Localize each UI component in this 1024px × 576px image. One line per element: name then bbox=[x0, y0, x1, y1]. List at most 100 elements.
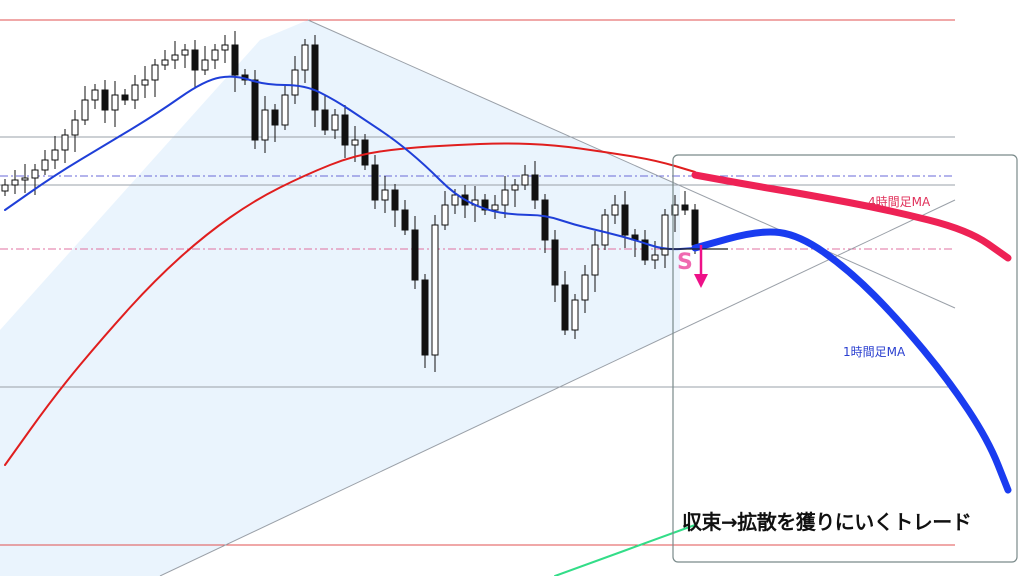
candle bbox=[521, 165, 529, 190]
candle-body bbox=[261, 109, 269, 141]
candle bbox=[331, 109, 339, 139]
candle-body bbox=[391, 189, 399, 211]
candle-body bbox=[551, 239, 559, 286]
caption: 収束→拡散を獲りにいくトレード bbox=[682, 510, 972, 534]
candle bbox=[531, 161, 539, 209]
candle-body bbox=[681, 204, 689, 211]
candle bbox=[91, 84, 99, 109]
candle-body bbox=[51, 149, 59, 161]
candle bbox=[641, 230, 649, 265]
candle bbox=[511, 179, 519, 207]
candle-body bbox=[441, 204, 449, 226]
candle-body bbox=[1, 184, 9, 192]
candle bbox=[51, 136, 59, 169]
candle-body bbox=[291, 69, 299, 96]
candle-body bbox=[321, 109, 329, 131]
candle-body bbox=[591, 244, 599, 276]
candle bbox=[591, 231, 599, 292]
candle bbox=[261, 96, 269, 153]
candle bbox=[1, 179, 9, 196]
candle bbox=[671, 195, 679, 232]
projection-4h-ma bbox=[691, 171, 1012, 262]
candle bbox=[11, 170, 19, 194]
candle-body bbox=[141, 79, 149, 86]
candle-body bbox=[671, 204, 679, 216]
candle bbox=[251, 70, 259, 149]
candle-body bbox=[511, 184, 519, 191]
ma-4h-line bbox=[4, 142, 696, 466]
candle bbox=[421, 274, 429, 368]
sell-signal: S bbox=[677, 250, 693, 275]
candle bbox=[341, 105, 349, 158]
candle bbox=[401, 200, 409, 235]
candle bbox=[141, 66, 149, 98]
candle-body bbox=[131, 84, 139, 101]
candle bbox=[21, 164, 29, 193]
candle bbox=[391, 184, 399, 227]
candle-body bbox=[611, 204, 619, 216]
label-4h-ma: 4時間足MA bbox=[868, 195, 931, 209]
candle-body bbox=[191, 49, 199, 71]
candle-body bbox=[41, 159, 49, 171]
candle-body bbox=[331, 114, 339, 131]
candle bbox=[191, 40, 199, 87]
candle-body bbox=[171, 54, 179, 61]
candle-body bbox=[61, 134, 69, 151]
candle bbox=[611, 195, 619, 224]
candle-body bbox=[91, 89, 99, 101]
candle bbox=[161, 50, 169, 70]
candle-body bbox=[651, 254, 659, 261]
candle bbox=[561, 271, 569, 335]
candle-body bbox=[621, 204, 629, 236]
candle-body bbox=[181, 49, 189, 56]
candle bbox=[101, 80, 109, 123]
candle bbox=[371, 155, 379, 209]
candle-body bbox=[161, 59, 169, 66]
triangle-upper-line bbox=[307, 19, 956, 309]
candle bbox=[571, 294, 579, 339]
candle bbox=[381, 176, 389, 213]
candle-body bbox=[71, 119, 79, 136]
ma-long-line bbox=[554, 524, 696, 576]
candle-body bbox=[371, 164, 379, 201]
candle bbox=[281, 85, 289, 130]
candle bbox=[201, 46, 209, 75]
candle-body bbox=[231, 44, 239, 76]
label-1h-ma: 1時間足MA bbox=[843, 345, 906, 359]
candle bbox=[411, 216, 419, 289]
candle-body bbox=[401, 209, 409, 231]
projection-1h-ma bbox=[691, 228, 1012, 494]
candle-body bbox=[111, 94, 119, 111]
triangle-lower-line bbox=[159, 199, 956, 576]
candle bbox=[181, 44, 189, 68]
candle-body bbox=[341, 114, 349, 146]
candle-body bbox=[571, 299, 579, 331]
candle-body bbox=[311, 44, 319, 111]
candle bbox=[601, 209, 609, 250]
candle-body bbox=[381, 189, 389, 201]
candle-body bbox=[491, 204, 499, 211]
candle-body bbox=[21, 177, 29, 181]
candle bbox=[81, 86, 89, 125]
candle bbox=[211, 44, 219, 69]
candle-body bbox=[201, 59, 209, 71]
candle bbox=[491, 195, 499, 219]
candle-body bbox=[271, 109, 279, 126]
candle-body bbox=[31, 169, 39, 179]
candle bbox=[41, 150, 49, 175]
candle bbox=[111, 81, 119, 127]
candle-body bbox=[501, 189, 509, 206]
candle bbox=[321, 96, 329, 135]
candle-body bbox=[211, 49, 219, 61]
candle-body bbox=[11, 179, 19, 186]
candle bbox=[481, 194, 489, 215]
candle-body bbox=[421, 279, 429, 356]
candle bbox=[581, 265, 589, 313]
candle bbox=[441, 191, 449, 230]
candle-body bbox=[481, 199, 489, 211]
candle-body bbox=[81, 99, 89, 121]
candle bbox=[71, 110, 79, 152]
candle bbox=[61, 129, 69, 163]
candle-body bbox=[641, 239, 649, 261]
